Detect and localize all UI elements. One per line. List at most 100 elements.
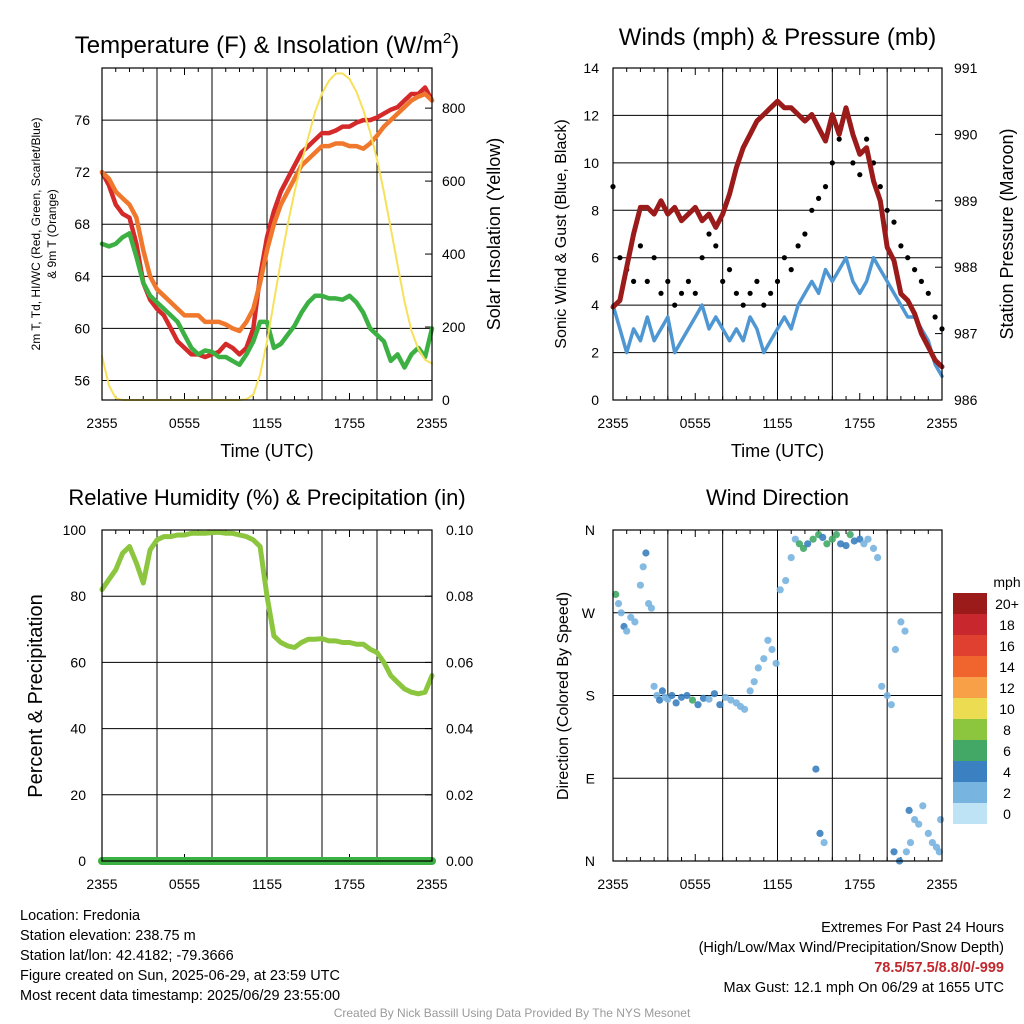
direction-point	[721, 693, 730, 701]
gust-point	[672, 302, 678, 308]
y-tick-label-right: 988	[954, 259, 978, 275]
legend-swatch	[953, 677, 987, 698]
direction-point	[878, 682, 886, 690]
legend-label: 2	[1003, 785, 1011, 801]
gust-point	[617, 255, 623, 261]
direction-point	[787, 554, 795, 562]
x-tick-label: 1755	[844, 876, 875, 892]
y-tick-label-right: 200	[442, 319, 466, 335]
legend-label: 4	[1003, 764, 1011, 780]
direction-point	[924, 829, 932, 838]
series-line-2	[99, 231, 435, 370]
direction-point	[842, 542, 850, 550]
legend-swatch	[953, 614, 987, 635]
direction-point	[760, 655, 768, 663]
y-tick-label: W	[582, 605, 596, 621]
x-tick-label: 0555	[169, 415, 200, 431]
y-axis-label-left-2: & 9m T (Orange)	[45, 189, 59, 279]
direction-point	[782, 577, 790, 585]
extremes-info: Extremes For Past 24 Hours (High/Low/Max…	[699, 918, 1004, 998]
x-tick-label: 1155	[252, 415, 282, 431]
y-tick-label-left: 100	[63, 522, 87, 538]
chart-title: Temperature (F) & Insolation (W/m2)	[75, 30, 459, 59]
legend-label: 14	[999, 659, 1015, 675]
winds-chart: 0 2 4 6 8 10 12 14 986 987 988 989 990 991 2355 0555 115…	[553, 24, 1017, 461]
gust-point	[644, 278, 650, 284]
direction-point	[754, 664, 762, 672]
chart-title: Relative Humidity (%) & Precipitation (i…	[68, 485, 465, 510]
direction-point	[883, 691, 891, 700]
gust-point	[733, 290, 740, 296]
direction-point	[612, 590, 620, 599]
direction-point	[710, 690, 719, 698]
y-tick-label-left: 60	[70, 654, 86, 670]
y-tick-label-right: 0.02	[446, 787, 473, 803]
direction-point	[688, 696, 697, 704]
legend-label: 16	[999, 638, 1015, 654]
title-superscript: 2	[443, 30, 451, 47]
direction-point	[768, 645, 776, 654]
legend-label: 8	[1003, 722, 1011, 738]
direction-point	[683, 691, 691, 700]
x-tick-label: 2355	[926, 876, 957, 892]
legend-swatch	[953, 803, 987, 824]
gust-point	[809, 207, 815, 213]
direction-point	[891, 645, 900, 654]
direction-point	[668, 691, 676, 700]
gust-point	[829, 160, 835, 166]
gust-point	[788, 267, 794, 273]
direction-point	[937, 816, 945, 824]
direction-point	[856, 535, 864, 543]
direction-point	[906, 839, 915, 847]
x-tick-label: 2355	[416, 876, 447, 892]
y-tick-label-left: 10	[583, 155, 599, 171]
y-tick-label-left: 12	[583, 107, 599, 123]
y-tick-label-right: 800	[442, 100, 466, 116]
x-tick-label: 1155	[762, 415, 792, 431]
direction-point	[809, 535, 817, 543]
gust-point	[884, 207, 890, 213]
direction-point	[656, 696, 664, 704]
legend-label: 18	[999, 617, 1015, 633]
extremes-title: Extremes For Past 24 Hours	[821, 920, 1004, 936]
y-tick-label-right: 0	[442, 392, 450, 408]
chart-title: Winds (mph) & Pressure (mb)	[619, 24, 936, 51]
legend-label: 0	[1003, 806, 1011, 822]
gust-point	[631, 278, 637, 284]
plot-frame	[101, 529, 433, 862]
direction-point	[869, 544, 878, 553]
credit-text: Created By Nick Bassill Using Data Provi…	[333, 1006, 691, 1020]
direction-point	[915, 820, 923, 828]
title-end: )	[451, 32, 459, 59]
gust-point	[658, 290, 664, 296]
direction-point	[636, 581, 645, 589]
legend-label: 6	[1003, 743, 1011, 759]
gust-point	[720, 278, 726, 284]
y-tick-label-left: 2	[591, 345, 599, 361]
direction-point	[819, 533, 827, 542]
legend-label: 20+	[995, 596, 1019, 612]
x-tick-label: 2355	[86, 415, 117, 431]
gust-point	[781, 255, 788, 261]
direction-point	[727, 696, 735, 704]
x-tick-label: 1155	[252, 876, 282, 892]
direction-point	[639, 563, 647, 571]
direction-point	[764, 636, 772, 644]
legend-swatch	[953, 635, 987, 656]
legend-swatch	[953, 593, 987, 614]
direction-point	[631, 618, 639, 626]
direction-point	[750, 678, 758, 686]
direction-point	[928, 839, 937, 847]
sonic-wind-line	[611, 255, 944, 379]
x-axis-label: Time (UTC)	[731, 441, 824, 461]
y-tick-label-right: 0.06	[446, 654, 473, 670]
y-tick-label-right: 991	[954, 60, 978, 76]
gust-point	[891, 219, 897, 225]
gust-point	[857, 172, 863, 178]
legend-swatch	[953, 761, 987, 782]
direction-point	[911, 816, 919, 824]
direction-point	[705, 695, 713, 703]
y-tick-label-left: 80	[70, 588, 86, 604]
